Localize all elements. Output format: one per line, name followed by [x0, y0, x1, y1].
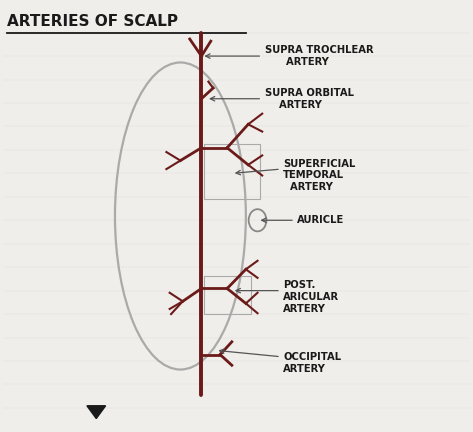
- Text: POST.
ARICULAR
ARTERY: POST. ARICULAR ARTERY: [283, 280, 339, 314]
- Text: SUPERFICIAL
TEMPORAL
  ARTERY: SUPERFICIAL TEMPORAL ARTERY: [283, 159, 356, 192]
- Bar: [204, 276, 251, 314]
- Text: AURICLE: AURICLE: [297, 215, 344, 225]
- Text: ARTERIES OF SCALP: ARTERIES OF SCALP: [8, 14, 178, 29]
- Bar: [204, 143, 260, 199]
- Text: SUPRA ORBITAL
    ARTERY: SUPRA ORBITAL ARTERY: [264, 88, 353, 110]
- Polygon shape: [87, 406, 105, 419]
- Text: SUPRA TROCHLEAR
      ARTERY: SUPRA TROCHLEAR ARTERY: [264, 45, 373, 67]
- Text: OCCIPITAL
ARTERY: OCCIPITAL ARTERY: [283, 353, 342, 374]
